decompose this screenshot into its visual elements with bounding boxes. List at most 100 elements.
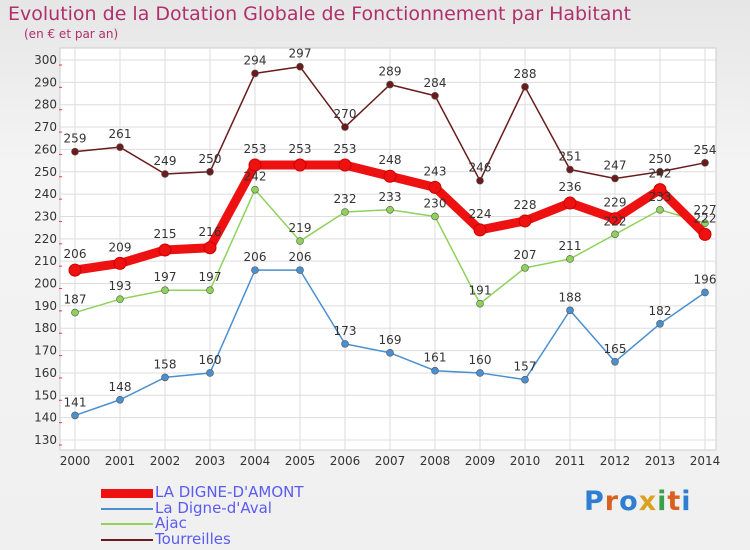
data-point	[521, 375, 529, 384]
data-point	[428, 180, 442, 194]
data-label: 233	[649, 190, 672, 204]
y-tick-label: 140	[34, 411, 57, 425]
data-point	[611, 230, 619, 239]
x-tick-label: 2011	[555, 454, 586, 468]
data-point	[431, 212, 439, 221]
data-point	[71, 147, 79, 156]
data-label: 251	[559, 150, 582, 164]
data-label: 242	[244, 170, 267, 184]
y-tick-label: 280	[34, 98, 57, 112]
data-label: 158	[154, 357, 177, 371]
data-point	[68, 263, 82, 277]
y-tick-label: 260	[34, 142, 57, 156]
data-label: 250	[199, 152, 222, 166]
y-tick-label: 130	[34, 433, 57, 447]
data-label: 169	[379, 333, 402, 347]
legend-label: Ajac	[155, 514, 187, 532]
data-point	[611, 357, 619, 366]
brand-letter: i	[657, 486, 668, 517]
x-tick-label: 2000	[60, 454, 91, 468]
data-point	[71, 308, 79, 317]
data-label: 222	[694, 211, 717, 225]
data-label: 219	[289, 221, 312, 235]
brand-logo: Proxiti	[584, 486, 692, 517]
data-point	[653, 183, 667, 197]
data-point	[296, 62, 304, 71]
data-point	[206, 286, 214, 295]
legend-swatch-la-digne-damont	[101, 489, 153, 498]
y-tick-label: 270	[34, 120, 57, 134]
data-label: 191	[469, 284, 492, 298]
y-tick-label: 290	[34, 75, 57, 89]
x-tick-label: 2001	[105, 454, 136, 468]
data-point	[161, 170, 169, 178]
data-label: 261	[109, 127, 132, 141]
data-point	[116, 143, 124, 151]
data-label: 232	[334, 192, 357, 206]
data-label: 222	[604, 214, 627, 228]
data-label: 161	[424, 351, 447, 365]
chart-subtitle: (en € et par an)	[24, 27, 119, 41]
y-tick-label: 230	[34, 209, 57, 223]
data-point	[341, 340, 349, 348]
data-label: 297	[289, 47, 312, 61]
data-point	[563, 196, 577, 210]
data-point	[476, 299, 484, 308]
data-label: 230	[424, 196, 447, 210]
data-point	[476, 176, 484, 185]
x-tick-label: 2004	[240, 454, 271, 468]
data-label: 253	[334, 142, 357, 156]
x-tick-label: 2014	[690, 454, 721, 468]
data-point	[248, 158, 262, 172]
data-point	[701, 288, 709, 297]
data-label: 193	[109, 279, 132, 293]
brand-letter: i	[681, 486, 692, 517]
data-point	[296, 266, 304, 274]
axis-layer: 1301401501601701801902002102202302402502…	[34, 53, 720, 468]
data-point	[251, 69, 259, 78]
y-tick-label: 190	[34, 299, 57, 313]
y-tick-label: 160	[34, 366, 57, 380]
x-tick-label: 2008	[420, 454, 451, 468]
x-tick-label: 2005	[285, 454, 316, 468]
brand-letter: x	[638, 486, 658, 517]
data-label: 248	[379, 153, 402, 167]
data-label: 247	[604, 158, 627, 172]
legend-label: La Digne-d'Aval	[155, 499, 272, 517]
legend-swatch-tourreilles	[101, 539, 153, 541]
data-label: 207	[514, 248, 537, 262]
data-label: 236	[559, 180, 582, 194]
x-tick-label: 2003	[195, 454, 226, 468]
data-label: 196	[694, 272, 717, 286]
data-point	[341, 123, 349, 131]
data-point	[341, 208, 349, 216]
legend-label: Tourreilles	[155, 530, 231, 548]
data-point	[431, 366, 439, 375]
x-tick-label: 2002	[150, 454, 181, 468]
data-point	[518, 214, 532, 228]
data-label: 227	[694, 203, 717, 217]
data-point	[158, 243, 172, 257]
data-point	[698, 227, 712, 241]
data-label: 165	[604, 342, 627, 356]
data-label: 173	[334, 324, 357, 338]
data-label: 284	[424, 76, 447, 90]
data-point	[521, 83, 529, 91]
data-point	[608, 212, 622, 226]
data-point	[701, 159, 709, 167]
x-tick-label: 2009	[465, 454, 496, 468]
data-label: 233	[379, 190, 402, 204]
data-point	[206, 369, 214, 377]
data-point	[251, 266, 259, 274]
data-point	[206, 167, 214, 176]
brand-letter: P	[584, 486, 605, 517]
data-label: 253	[289, 142, 312, 156]
data-label: 160	[199, 353, 222, 367]
legend-item-la-digne-damont: LA DIGNE-D'AMONT	[101, 483, 401, 501]
y-tick-label: 150	[34, 388, 57, 402]
data-point	[71, 411, 79, 420]
y-tick-label: 250	[34, 165, 57, 179]
data-point	[473, 223, 487, 237]
data-label: 215	[154, 227, 177, 241]
